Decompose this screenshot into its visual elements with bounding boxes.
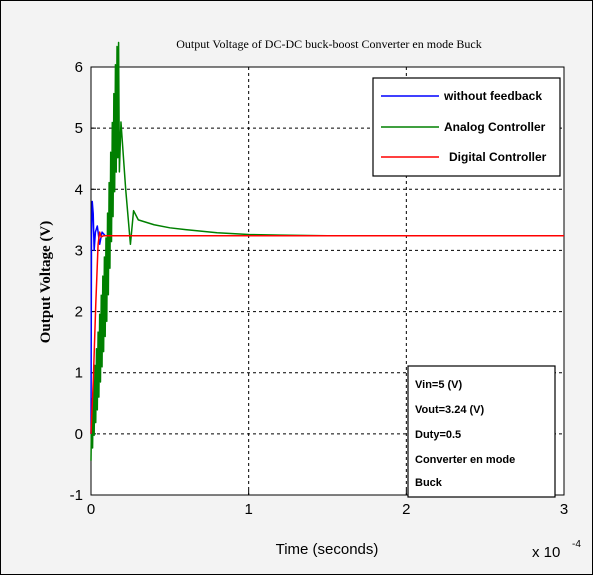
chart-title: Output Voltage of DC-DC buck-boost Conve… bbox=[176, 37, 482, 51]
x-axis-label: Time (seconds) bbox=[276, 541, 379, 558]
y-tick-label: -1 bbox=[70, 487, 83, 504]
legend: without feedback Analog Controller Digit… bbox=[372, 77, 561, 177]
grid-lines bbox=[91, 67, 564, 495]
annotation-vin: Vin=5 (V) bbox=[415, 379, 463, 391]
legend-label-analog-controller: Analog Controller bbox=[444, 120, 546, 134]
x-tick-label: 2 bbox=[402, 501, 410, 518]
y-tick-label: 0 bbox=[75, 426, 83, 443]
y-tick-label: 2 bbox=[75, 304, 83, 321]
annotation-buck: Buck bbox=[415, 477, 443, 489]
legend-label-without-feedback: without feedback bbox=[443, 89, 542, 103]
x-multiplier-label: x 10 bbox=[532, 544, 560, 561]
legend-box bbox=[372, 77, 561, 177]
x-tick-label: 3 bbox=[560, 501, 568, 518]
series-line-digital-controller bbox=[90, 231, 564, 434]
annotation-box: Vin=5 (V) Vout=3.24 (V) Duty=0.5 Convert… bbox=[407, 365, 556, 498]
series-line-analog-controller bbox=[90, 41, 564, 461]
legend-label-digital-controller: Digital Controller bbox=[449, 150, 547, 164]
x-multiplier-exponent: -4 bbox=[572, 539, 581, 550]
y-tick-label: 4 bbox=[75, 181, 83, 198]
y-tick-label: 6 bbox=[75, 59, 83, 76]
y-tick-label: 1 bbox=[75, 365, 83, 382]
series-lines bbox=[90, 41, 564, 461]
x-tick-label: 0 bbox=[87, 501, 95, 518]
y-tick-label: 5 bbox=[75, 120, 83, 137]
y-tick-label: 3 bbox=[75, 242, 83, 259]
annotation-duty: Duty=0.5 bbox=[415, 429, 461, 441]
annotation-vout: Vout=3.24 (V) bbox=[415, 404, 485, 416]
x-tick-label: 1 bbox=[244, 501, 252, 518]
annotation-frame bbox=[407, 365, 556, 498]
y-axis-label: Output Voltage (V) bbox=[38, 221, 54, 344]
annotation-mode: Converter en mode bbox=[415, 454, 515, 466]
